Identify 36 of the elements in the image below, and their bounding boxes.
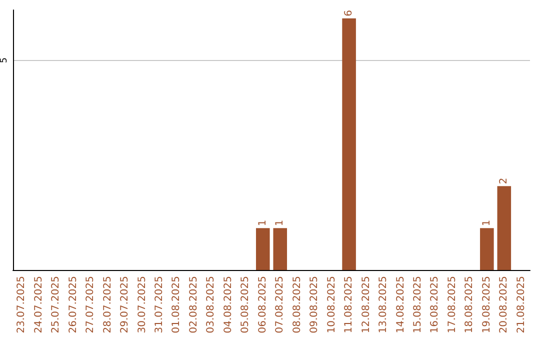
x-tick-label: 20.08.2025 (498, 276, 510, 334)
x-tick-label: 19.08.2025 (481, 276, 492, 334)
data-label: 2 (498, 178, 510, 184)
x-tick-label: 02.08.2025 (188, 276, 200, 334)
x-tick-label: 21.08.2025 (516, 276, 527, 334)
x-tick-label: 16.08.2025 (430, 276, 441, 334)
x-tick-label: 17.08.2025 (446, 276, 458, 334)
x-tick-label: 06.08.2025 (257, 276, 268, 334)
x-tick-label: 14.08.2025 (395, 276, 406, 334)
data-label: 1 (481, 220, 492, 226)
data-label: 6 (344, 10, 355, 16)
x-tick-label: 30.07.2025 (136, 276, 148, 334)
x-tick-label: 25.07.2025 (50, 276, 62, 334)
x-tick-label: 13.08.2025 (378, 276, 390, 334)
x-tick-label: 27.07.2025 (85, 276, 96, 334)
data-label: 1 (257, 220, 268, 226)
x-tick-label: 05.08.2025 (240, 276, 252, 334)
data-label: 1 (274, 220, 286, 226)
x-tick-label: 28.07.2025 (102, 276, 114, 334)
x-tick-label: 03.08.2025 (206, 276, 217, 334)
y-tick-label: 5 (0, 57, 10, 64)
x-tick-label: 10.08.2025 (326, 276, 338, 334)
x-tick-label: 15.08.2025 (412, 276, 424, 334)
x-tick-label: 09.08.2025 (309, 276, 320, 334)
x-tick-label: 18.08.2025 (464, 276, 476, 334)
x-tick-label: 29.07.2025 (120, 276, 131, 334)
x-tick-label: 07.08.2025 (274, 276, 286, 334)
x-tick-label: 23.07.2025 (16, 276, 28, 334)
x-tick-label: 11.08.2025 (344, 276, 355, 334)
x-tick-label: 26.07.2025 (68, 276, 79, 334)
x-tick-label: 08.08.2025 (292, 276, 303, 334)
x-tick-label: 12.08.2025 (360, 276, 372, 334)
x-tick-label: 31.07.2025 (154, 276, 165, 334)
x-tick-label: 04.08.2025 (222, 276, 234, 334)
x-tick-label: 24.07.2025 (33, 276, 44, 334)
x-tick-label: 01.08.2025 (171, 276, 182, 334)
